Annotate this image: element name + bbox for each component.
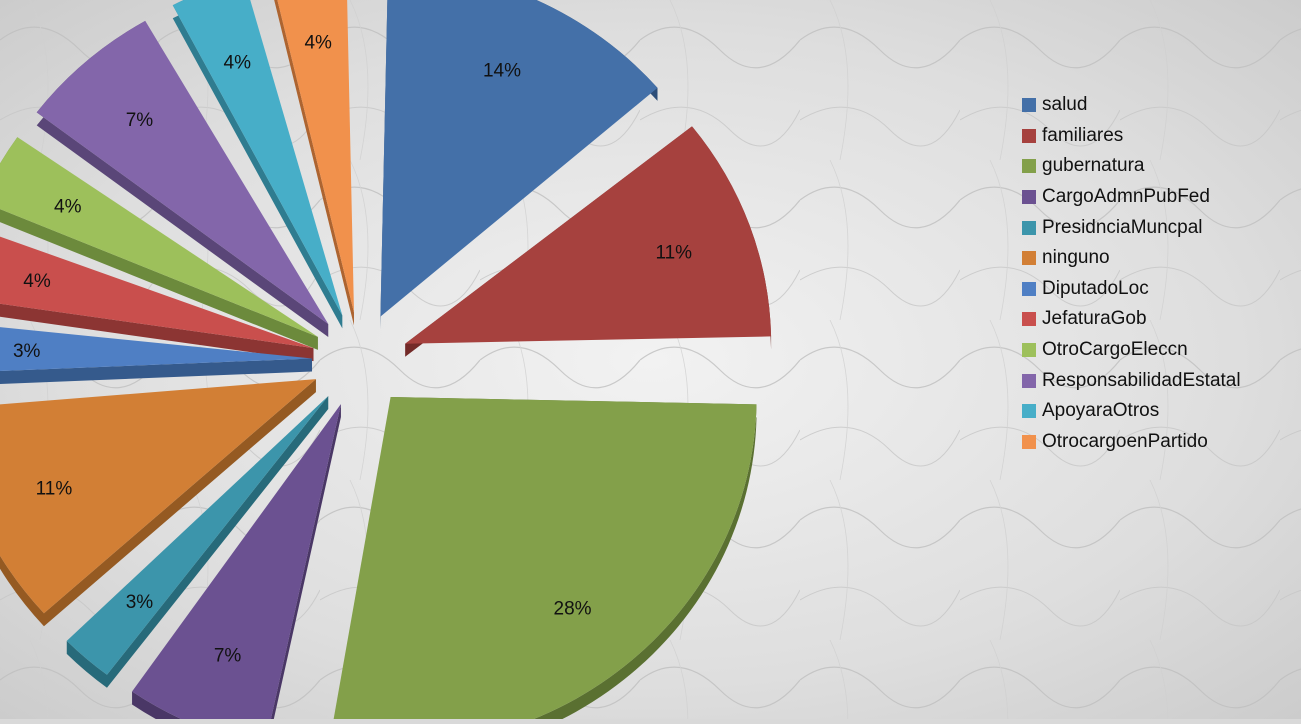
pie-slice-side-DiputadoLoc: [0, 358, 313, 384]
pie-slice-CargoAdmnPubFed: [132, 404, 341, 724]
pie-slice-side-ApoyaraOtros: [172, 0, 343, 329]
legend-item-salud: salud: [1022, 90, 1301, 121]
legend-item-CargoAdmnPubFed: CargoAdmnPubFed: [1022, 182, 1301, 213]
pie-slice-side-ResponsabilidadEstatal: [36, 20, 329, 337]
data-label-CargoAdmnPubFed: 7%: [214, 646, 242, 667]
pie-slice-PresidnciaMuncpal: [66, 396, 329, 675]
legend-item-ApoyaraOtros: ApoyaraOtros: [1022, 396, 1301, 427]
legend-item-JefaturaGob: JefaturaGob: [1022, 304, 1301, 335]
legend-item-DiputadoLoc: DiputadoLoc: [1022, 274, 1301, 305]
pie-slice-ResponsabilidadEstatal: [36, 20, 329, 324]
legend-swatch: [1022, 404, 1036, 419]
pie-slice-DiputadoLoc: [0, 327, 313, 371]
data-label-ninguno: 11%: [36, 478, 73, 499]
legend-label: OtrocargoenPartido: [1042, 430, 1208, 452]
data-label-OtroCargoEleccn: 4%: [54, 196, 82, 217]
legend-swatch: [1022, 98, 1036, 113]
legend: salud familiares gubernatura CargoAdmnPubFe…: [1022, 90, 1301, 457]
data-label-JefaturaGob: 4%: [23, 271, 51, 292]
legend-label: PresidnciaMuncpal: [1042, 216, 1203, 238]
pie-slice-JefaturaGob: [0, 236, 314, 349]
pie-slice-gubernatura: [332, 396, 757, 724]
legend-label: ninguno: [1042, 247, 1110, 269]
legend-item-ResponsabilidadEstatal: ResponsabilidadEstatal: [1022, 365, 1301, 396]
legend-item-familiares: familiares: [1022, 121, 1301, 152]
legend-label: salud: [1042, 94, 1088, 116]
pie-slice-OtroCargoEleccn: [0, 137, 318, 337]
pie-slice-familiares: [405, 126, 772, 344]
legend-item-ninguno: ninguno: [1022, 243, 1301, 274]
pie-slice-ninguno: [0, 379, 316, 614]
data-label-ResponsabilidadEstatal: 7%: [126, 110, 154, 131]
legend-item-PresidnciaMuncpal: PresidnciaMuncpal: [1022, 212, 1301, 243]
pie-slice-side-OtroCargoEleccn: [0, 137, 318, 350]
data-label-PresidnciaMuncpal: 3%: [126, 592, 154, 613]
legend-swatch: [1022, 434, 1036, 449]
legend-label: JefaturaGob: [1042, 308, 1147, 330]
data-label-familiares: 11%: [655, 242, 692, 263]
legend-label: familiares: [1042, 124, 1124, 146]
pie-slice-side-CargoAdmnPubFed: [132, 404, 341, 724]
data-label-ApoyaraOtros: 4%: [224, 53, 252, 74]
legend-swatch: [1022, 373, 1036, 388]
legend-item-gubernatura: gubernatura: [1022, 151, 1301, 182]
legend-label: CargoAdmnPubFed: [1042, 186, 1210, 208]
legend-swatch: [1022, 128, 1036, 143]
pie-slice-ApoyaraOtros: [172, 0, 343, 316]
legend-label: DiputadoLoc: [1042, 277, 1149, 299]
legend-item-OtrocargoenPartido: OtrocargoenPartido: [1022, 427, 1301, 458]
legend-swatch: [1022, 190, 1036, 205]
legend-label: ResponsabilidadEstatal: [1042, 369, 1241, 391]
pie-slice-salud: [380, 0, 658, 317]
pie-slice-side-ninguno: [0, 379, 316, 627]
legend-item-OtroCargoEleccn: OtroCargoEleccn: [1022, 335, 1301, 366]
pie-slice-OtrocargoenPartido: [277, 0, 354, 313]
pie-slice-side-OtrocargoenPartido: [274, 0, 354, 326]
data-label-salud: 14%: [483, 61, 521, 82]
legend-label: ApoyaraOtros: [1042, 400, 1160, 422]
legend-swatch: [1022, 343, 1036, 358]
pie-slice-side-JefaturaGob: [0, 303, 314, 362]
data-label-gubernatura: 28%: [554, 598, 592, 619]
data-label-OtrocargoenPartido: 4%: [304, 33, 332, 54]
legend-swatch: [1022, 251, 1036, 266]
legend-swatch: [1022, 281, 1036, 296]
legend-swatch: [1022, 220, 1036, 235]
legend-swatch: [1022, 159, 1036, 174]
data-label-DiputadoLoc: 3%: [13, 341, 41, 362]
legend-swatch: [1022, 312, 1036, 327]
legend-label: gubernatura: [1042, 155, 1145, 177]
legend-label: OtroCargoEleccn: [1042, 339, 1188, 361]
